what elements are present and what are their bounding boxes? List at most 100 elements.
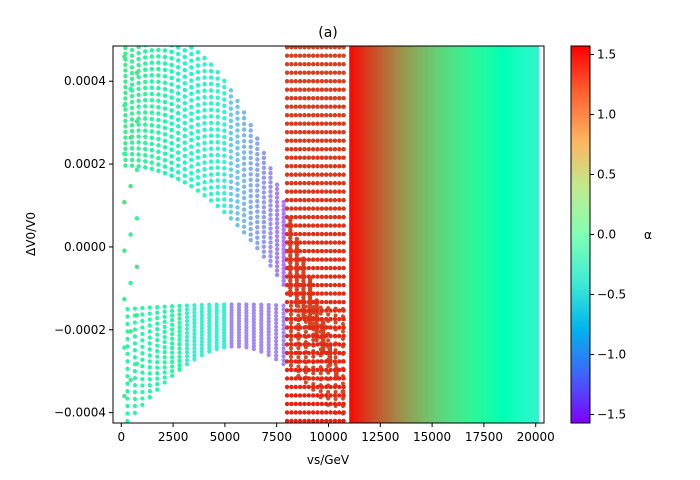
scatter-point: [222, 166, 227, 171]
scatter-point: [297, 146, 303, 152]
scatter-point: [228, 155, 234, 160]
scatter-point: [140, 312, 145, 317]
scatter-point: [337, 342, 342, 347]
scatter-point: [302, 248, 307, 254]
scatter-point: [215, 95, 220, 100]
band-segment: [372, 46, 374, 423]
scatter-point: [293, 325, 298, 330]
scatter-point: [341, 257, 346, 262]
scatter-point: [189, 71, 194, 77]
scatter-point: [235, 140, 240, 145]
scatter-point: [259, 324, 264, 329]
scatter-point: [326, 389, 331, 395]
scatter-point: [248, 194, 253, 199]
scatter-point: [302, 121, 307, 126]
scatter-point: [169, 134, 174, 139]
scatter-point: [122, 103, 127, 108]
band-segment: [423, 46, 426, 423]
scatter-point: [177, 350, 182, 355]
scatter-point: [241, 195, 247, 201]
scatter-point: [337, 62, 342, 67]
scatter-point: [235, 222, 240, 228]
band-segment: [385, 46, 388, 423]
scatter-point: [155, 354, 160, 359]
scatter-point: [337, 240, 342, 245]
scatter-point: [319, 376, 325, 381]
band-segment: [459, 46, 462, 423]
scatter-point: [274, 225, 280, 230]
scatter-point: [169, 341, 175, 346]
scatter-point: [310, 121, 316, 126]
scatter-point: [147, 383, 152, 388]
band-segment: [403, 46, 406, 423]
scatter-point: [332, 401, 338, 407]
scatter-point: [284, 70, 290, 75]
band-segment: [444, 46, 447, 423]
colorbar-tick-label: 0.0: [597, 228, 616, 242]
scatter-point: [169, 313, 175, 318]
scatter-point: [341, 138, 346, 143]
scatter-point: [214, 329, 219, 334]
scatter-point: [208, 120, 214, 125]
scatter-point: [293, 291, 298, 296]
scatter-point: [315, 342, 320, 347]
scatter-point: [208, 165, 214, 171]
scatter-point: [319, 231, 325, 237]
scatter-point: [306, 367, 312, 373]
scatter-point: [149, 79, 155, 84]
scatter-point: [122, 393, 127, 399]
scatter-point: [202, 179, 207, 185]
scatter-point: [341, 401, 346, 407]
band-segment: [532, 46, 535, 423]
scatter-point: [248, 210, 253, 215]
band-segment: [401, 46, 404, 423]
scatter-point: [306, 138, 312, 143]
scatter-point: [341, 104, 346, 109]
scatter-point: [302, 46, 307, 50]
scatter-point: [324, 325, 329, 330]
scatter-point: [136, 62, 141, 68]
scatter-point: [143, 37, 147, 41]
scatter-point: [132, 375, 138, 381]
scatter-point: [328, 96, 333, 101]
scatter-point: [284, 53, 290, 58]
scatter-point: [293, 197, 298, 203]
scatter-point: [274, 268, 280, 273]
scatter-point: [207, 337, 212, 342]
scatter-point: [125, 359, 130, 364]
band-segment: [470, 46, 472, 423]
scatter-point: [156, 124, 161, 129]
scatter-point: [293, 274, 298, 279]
scatter-point: [341, 274, 346, 279]
scatter-point: [177, 346, 182, 351]
scatter-point: [289, 104, 294, 109]
scatter-point: [293, 223, 298, 228]
scatter-point: [315, 206, 320, 211]
scatter-point: [134, 264, 140, 270]
scatter-point: [261, 229, 267, 235]
scatter-point: [202, 134, 207, 139]
scatter-point: [310, 53, 316, 58]
scatter-point: [259, 321, 264, 326]
scatter-point: [324, 231, 329, 237]
scatter-point: [310, 223, 316, 228]
scatter-point: [297, 265, 303, 271]
scatter-point: [296, 364, 301, 369]
scatter-point: [156, 98, 161, 104]
scatter-point: [341, 342, 346, 347]
scatter-point: [156, 162, 161, 167]
scatter-point: [293, 248, 298, 254]
scatter-point: [274, 238, 280, 243]
scatter-point: [293, 62, 298, 67]
scatter-point: [162, 309, 167, 314]
scatter-point: [297, 359, 303, 364]
scatter-point: [337, 155, 342, 160]
scatter-point: [222, 190, 227, 196]
scatter-point: [140, 331, 145, 336]
scatter-point: [284, 206, 290, 211]
scatter-point: [189, 58, 194, 63]
scatter-point: [281, 235, 286, 240]
scatter-point: [169, 336, 175, 341]
scatter-point: [306, 79, 312, 84]
scatter-point: [199, 346, 204, 351]
